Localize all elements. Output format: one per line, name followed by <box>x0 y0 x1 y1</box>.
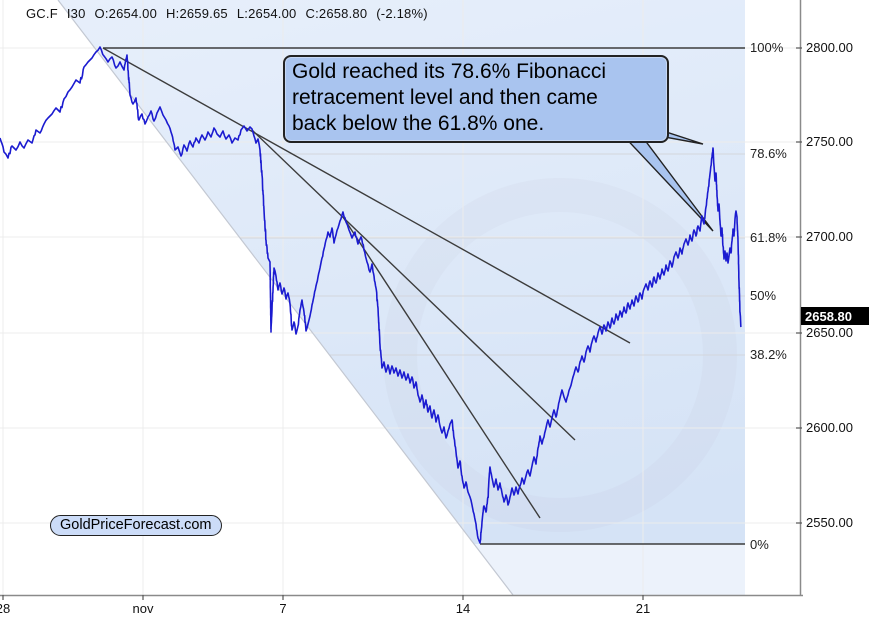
time-axis-label: 28 <box>0 601 11 616</box>
trend-line <box>342 216 541 519</box>
change-value: (-2.18%) <box>376 6 428 21</box>
time-axis-label: 21 <box>635 601 651 616</box>
high-value: H:2659.65 <box>166 6 228 21</box>
fib-level-label: 50% <box>750 288 777 303</box>
price-axis-label: 2600.00 <box>806 420 853 435</box>
low-value: L:2654.00 <box>236 6 297 21</box>
shaded-channel-region <box>58 0 745 595</box>
annotation-callout: Gold reached its 78.6% Fibonacci retrace… <box>283 55 669 143</box>
annotation-line-3: back below the 61.8% one. <box>292 112 545 135</box>
annotation-line-1: Gold reached its 78.6% Fibonacci <box>292 60 607 83</box>
time-axis-label: 14 <box>455 601 471 616</box>
symbol-label: GC.F <box>26 6 58 21</box>
trend-line <box>102 47 631 344</box>
price-axis-label: 2750.00 <box>806 134 853 149</box>
ohlc-header: GC.F I30 O:2654.00 H:2659.65 L:2654.00 C:2658… <box>26 6 437 21</box>
fib-level-label: 38.2% <box>750 347 787 362</box>
price-axis-label: 2800.00 <box>806 40 853 55</box>
last-price-value: 2658.80 <box>805 308 852 324</box>
interval-label: I30 <box>66 6 86 21</box>
below-zero-shade <box>474 544 745 595</box>
close-value: C:2658.80 <box>305 6 368 21</box>
price-axis-label: 2650.00 <box>806 325 853 340</box>
price-line <box>0 46 742 544</box>
fib-level-label: 100% <box>750 40 784 55</box>
goldpriceforecast-badge[interactable]: GoldPriceForecast.com <box>50 515 222 536</box>
fib-level-label: 0% <box>750 537 769 552</box>
trend-line <box>251 129 576 441</box>
last-price-tag: 2658.80 <box>801 307 869 325</box>
fib-level-label: 78.6% <box>750 146 787 161</box>
time-axis-label: nov <box>132 601 154 616</box>
price-axis-label: 2700.00 <box>806 229 853 244</box>
price-axis-label: 2550.00 <box>806 515 853 530</box>
time-axis-label: 7 <box>279 601 287 616</box>
badge-label: GoldPriceForecast.com <box>60 517 212 533</box>
annotation-line-2: retracement level and then came <box>292 86 598 109</box>
fib-level-label: 61.8% <box>750 230 787 245</box>
open-value: O:2654.00 <box>94 6 158 21</box>
